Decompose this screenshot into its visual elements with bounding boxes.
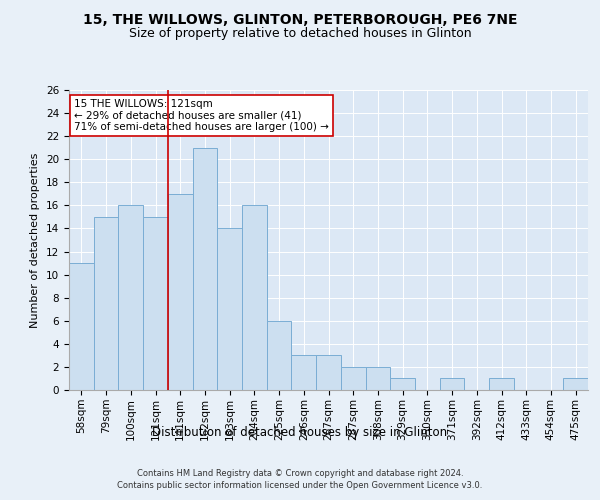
Bar: [168, 194, 193, 390]
Bar: [390, 378, 415, 390]
Bar: [440, 378, 464, 390]
Text: Size of property relative to detached houses in Glinton: Size of property relative to detached ho…: [128, 28, 472, 40]
Text: Distribution of detached houses by size in Glinton: Distribution of detached houses by size …: [152, 426, 448, 439]
Text: 15, THE WILLOWS, GLINTON, PETERBOROUGH, PE6 7NE: 15, THE WILLOWS, GLINTON, PETERBOROUGH, …: [83, 12, 517, 26]
Bar: [292, 356, 316, 390]
Bar: [563, 378, 588, 390]
Bar: [316, 356, 341, 390]
Y-axis label: Number of detached properties: Number of detached properties: [31, 152, 40, 328]
Bar: [94, 217, 118, 390]
Bar: [69, 263, 94, 390]
Bar: [489, 378, 514, 390]
Bar: [365, 367, 390, 390]
Bar: [143, 217, 168, 390]
Bar: [118, 206, 143, 390]
Text: Contains HM Land Registry data © Crown copyright and database right 2024.
Contai: Contains HM Land Registry data © Crown c…: [118, 469, 482, 490]
Bar: [217, 228, 242, 390]
Text: 15 THE WILLOWS: 121sqm
← 29% of detached houses are smaller (41)
71% of semi-det: 15 THE WILLOWS: 121sqm ← 29% of detached…: [74, 99, 329, 132]
Bar: [267, 321, 292, 390]
Bar: [242, 206, 267, 390]
Bar: [341, 367, 365, 390]
Bar: [193, 148, 217, 390]
